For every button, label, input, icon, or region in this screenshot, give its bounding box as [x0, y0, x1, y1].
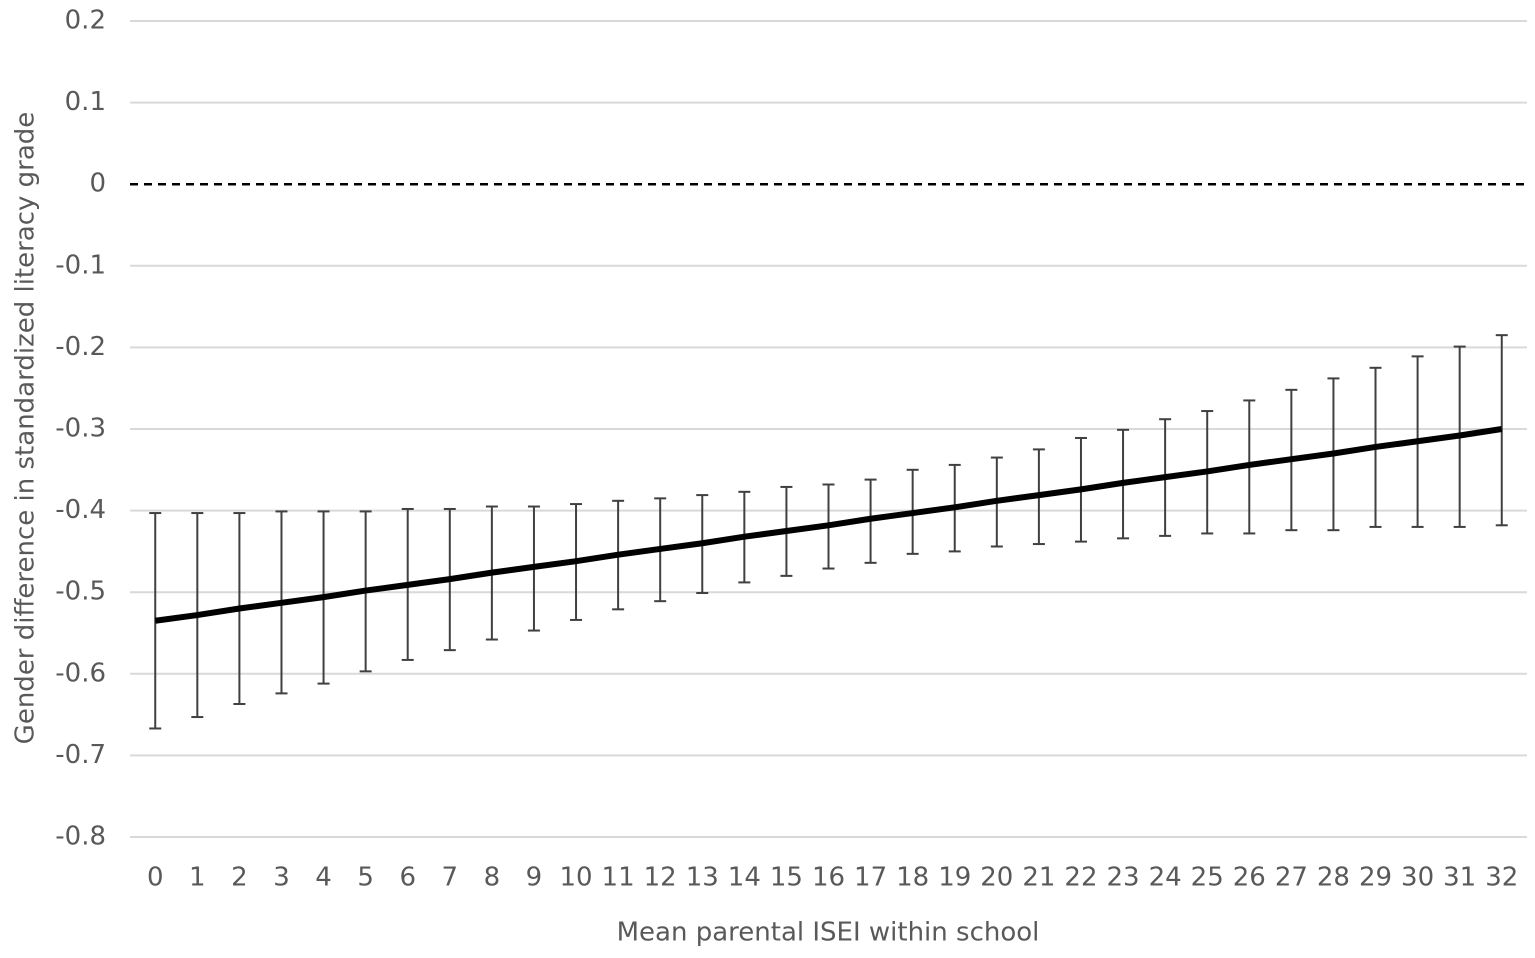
y-tick-label: -0.2 — [55, 332, 106, 362]
x-tick-label: 16 — [812, 863, 845, 893]
x-tick-label: 30 — [1401, 863, 1434, 893]
x-tick-label: 10 — [559, 863, 592, 893]
x-tick-label: 27 — [1275, 863, 1308, 893]
x-tick-label: 29 — [1359, 863, 1392, 893]
x-tick-label: 25 — [1191, 863, 1224, 893]
x-tick-label: 4 — [315, 863, 332, 893]
x-tick-label: 31 — [1443, 863, 1476, 893]
y-tick-label: -0.8 — [55, 822, 106, 852]
y-tick-label: 0 — [89, 169, 106, 199]
x-tick-label: 13 — [686, 863, 719, 893]
y-tick-label: -0.1 — [55, 250, 106, 280]
x-tick-label: 7 — [442, 863, 459, 893]
y-axis-label: Gender difference in standardized litera… — [11, 112, 41, 745]
x-tick-label: 1 — [189, 863, 206, 893]
x-tick-label: 18 — [896, 863, 929, 893]
x-tick-label: 32 — [1485, 863, 1518, 893]
x-tick-label: 24 — [1149, 863, 1182, 893]
x-tick-label: 12 — [644, 863, 677, 893]
x-tick-label: 11 — [602, 863, 635, 893]
x-tick-label: 28 — [1317, 863, 1350, 893]
x-tick-label: 21 — [1022, 863, 1055, 893]
x-tick-label: 22 — [1064, 863, 1097, 893]
x-tick-label: 6 — [399, 863, 416, 893]
x-tick-label: 5 — [357, 863, 374, 893]
x-tick-label: 19 — [938, 863, 971, 893]
x-tick-label: 2 — [231, 863, 248, 893]
x-tick-label: 14 — [728, 863, 761, 893]
y-tick-label: -0.5 — [55, 577, 106, 607]
x-tick-label: 3 — [273, 863, 290, 893]
x-tick-label: 20 — [980, 863, 1013, 893]
x-tick-label: 8 — [484, 863, 501, 893]
y-tick-label: -0.4 — [55, 495, 106, 525]
x-tick-label: 26 — [1233, 863, 1266, 893]
x-tick-label: 9 — [526, 863, 543, 893]
y-tick-label: -0.7 — [55, 740, 106, 770]
y-tick-label: -0.3 — [55, 414, 106, 444]
x-tick-label: 17 — [854, 863, 887, 893]
x-axis-label: Mean parental ISEI within school — [617, 918, 1040, 948]
x-tick-label: 23 — [1107, 863, 1140, 893]
y-tick-label: 0.2 — [65, 6, 106, 36]
x-tick-label: 0 — [147, 863, 164, 893]
x-tick-label: 15 — [770, 863, 803, 893]
y-tick-label: 0.1 — [65, 87, 106, 117]
line — [154, 426, 1503, 624]
y-tick-label: -0.6 — [55, 658, 106, 688]
